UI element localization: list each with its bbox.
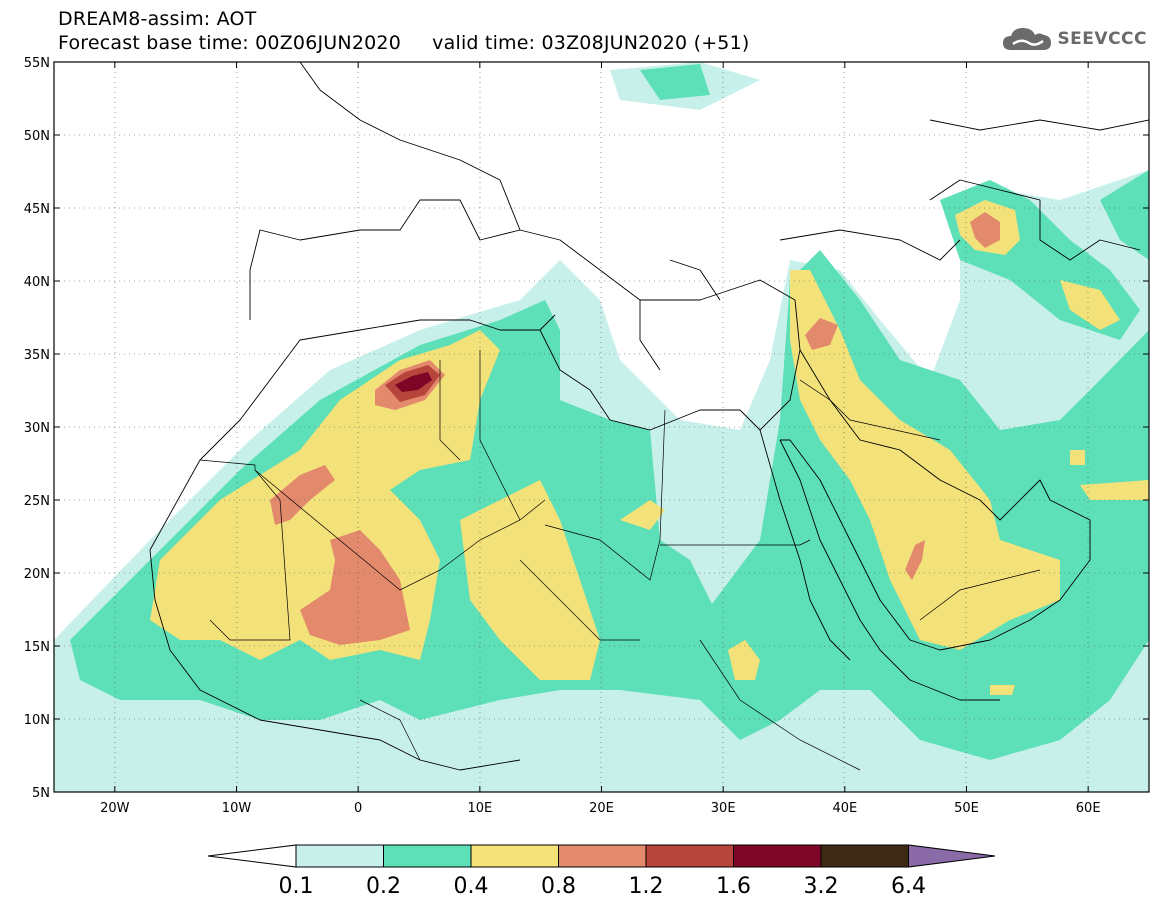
cloud-icon [1003, 28, 1052, 50]
lon-axis: 20W 10W 0 10E 20E 30E 40E 50E 60E [100, 62, 1101, 816]
colorbar-label: 6.4 [891, 874, 926, 899]
lat-tick-label: 5N [32, 786, 50, 801]
colorbar-label: 0.4 [454, 874, 489, 899]
graticule [54, 62, 1149, 792]
lat-axis: 55N 50N 45N 40N 35N 30N 25N 20N 15N 10N 5N [24, 56, 1149, 801]
seevccc-logo: SEEVCCC [1001, 24, 1147, 54]
colorbar-segment [383, 844, 472, 868]
lon-tick-label: 0 [354, 801, 362, 816]
lat-tick-label: 10N [24, 713, 50, 728]
map-subtitle: Forecast base time: 00Z06JUN2020 valid t… [58, 32, 750, 54]
lat-tick-label: 55N [24, 56, 50, 71]
colorbar: 0.1 0.2 0.4 0.8 1.2 1.6 3.2 6.4 [207, 844, 996, 899]
colorbar-label: 3.2 [804, 874, 839, 899]
colorbar-label: 0.2 [366, 874, 401, 899]
lat-tick-label: 20N [24, 567, 50, 582]
colorbar-label: 1.6 [716, 874, 751, 899]
colorbar-label: 1.2 [629, 874, 664, 899]
colorbar-segment [470, 844, 559, 868]
lat-tick-label: 40N [24, 275, 50, 290]
lat-tick-label: 15N [24, 640, 50, 655]
lat-tick-label: 30N [24, 421, 50, 436]
colorbar-label: 0.1 [279, 874, 314, 899]
colorbar-segment [295, 844, 384, 868]
lat-tick-label: 35N [24, 348, 50, 363]
colorbar-low-arrow [207, 844, 297, 868]
logo-text: SEEVCCC [1057, 29, 1147, 49]
lon-tick-label: 40E [832, 801, 857, 816]
colorbar-high-arrow [908, 844, 996, 868]
country-borders [199, 350, 1041, 771]
colorbar-label: 0.8 [541, 874, 576, 899]
lon-tick-label: 20W [100, 801, 130, 816]
colorbar-segment [645, 844, 734, 868]
colorbar-segment [558, 844, 647, 868]
lat-tick-label: 45N [24, 202, 50, 217]
colorbar-segment [733, 844, 822, 868]
lat-tick-label: 25N [24, 494, 50, 509]
lon-tick-label: 50E [954, 801, 979, 816]
map-title: DREAM8-assim: AOT [58, 8, 257, 30]
lon-tick-label: 10W [222, 801, 252, 816]
lon-tick-label: 10E [467, 801, 492, 816]
lon-tick-label: 60E [1076, 801, 1101, 816]
lon-tick-label: 30E [711, 801, 736, 816]
colorbar-segment [820, 844, 909, 868]
lon-tick-label: 20E [589, 801, 614, 816]
aot-field [54, 62, 1149, 792]
lat-tick-label: 50N [24, 129, 50, 144]
coastlines [149, 62, 1149, 771]
